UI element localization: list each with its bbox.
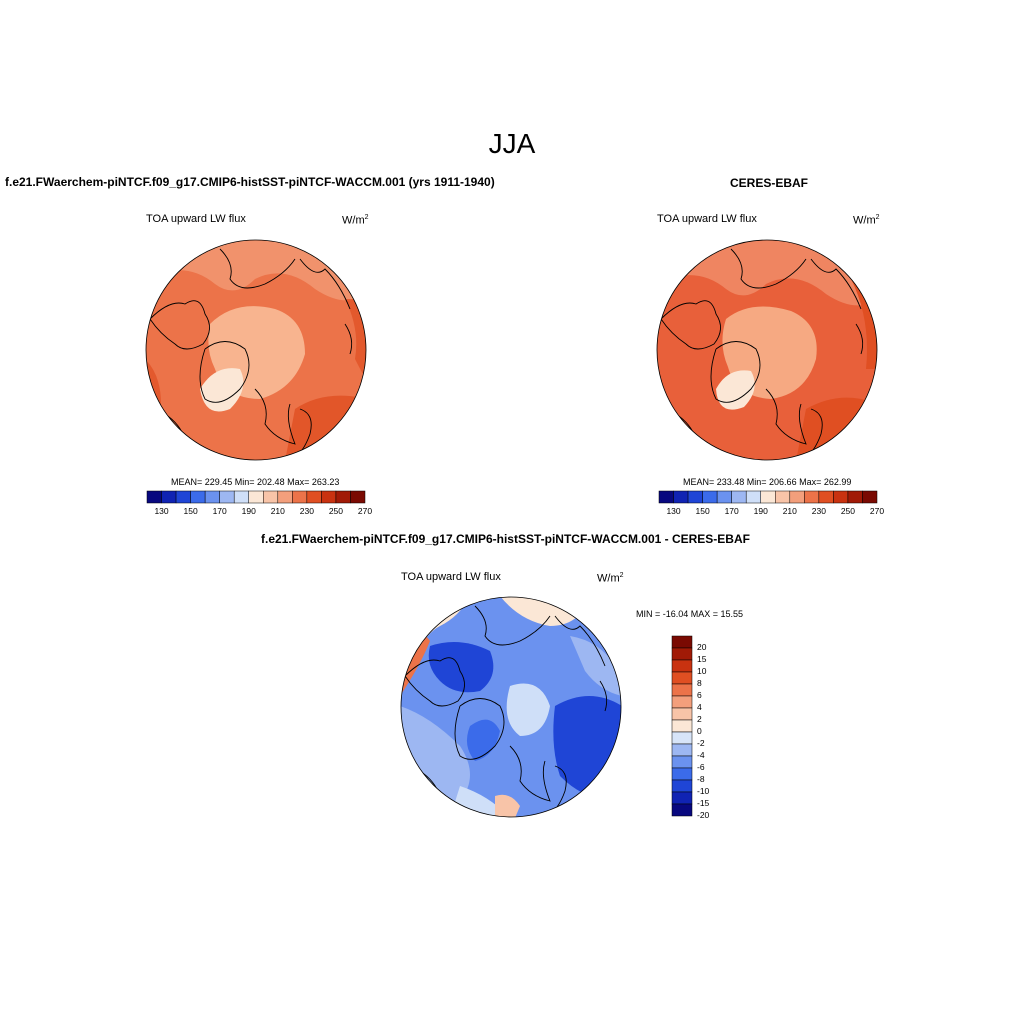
colorbar-tick-label: 170	[212, 506, 227, 516]
colorbar-swatch	[204, 490, 220, 504]
colorbar-swatch	[671, 707, 693, 721]
colorbar-swatch	[233, 490, 249, 504]
panel2-case-title: CERES-EBAF	[730, 176, 809, 190]
panel2-colorbar	[658, 490, 878, 504]
colorbar-swatch	[671, 767, 693, 781]
colorbar-tick-label: 130	[666, 506, 681, 516]
colorbar-swatch	[219, 490, 235, 504]
colorbar-tick-label: -10	[697, 786, 710, 796]
panel3-stats: MIN = -16.04 MAX = 15.55	[636, 609, 744, 619]
colorbar-swatch	[277, 490, 293, 504]
colorbar-swatch	[775, 490, 791, 504]
colorbar-swatch	[833, 490, 849, 504]
colorbar-swatch	[671, 695, 693, 709]
colorbar-swatch	[175, 490, 191, 504]
colorbar-swatch	[671, 683, 693, 697]
panel1-case-title: f.e21.FWaerchem-piNTCF.f09_g17.CMIP6-his…	[5, 175, 495, 189]
colorbar-tick-label: 270	[357, 506, 373, 516]
colorbar-swatch	[731, 490, 747, 504]
page-title: JJA	[488, 128, 536, 159]
colorbar-swatch	[804, 490, 820, 504]
panel3-case-title: f.e21.FWaerchem-piNTCF.f09_g17.CMIP6-his…	[261, 532, 750, 546]
colorbar-swatch	[161, 490, 177, 504]
colorbar-tick-label: 190	[753, 506, 768, 516]
colorbar-swatch	[687, 490, 703, 504]
colorbar-swatch	[671, 719, 693, 733]
colorbar-swatch	[671, 779, 693, 793]
colorbar-tick-label: 10	[697, 666, 707, 676]
colorbar-tick-label: 150	[695, 506, 710, 516]
colorbar-swatch	[789, 490, 805, 504]
colorbar-swatch	[818, 490, 834, 504]
panel2-variable-label: TOA upward LW flux	[657, 213, 757, 225]
colorbar-tick-label: 170	[724, 506, 739, 516]
colorbar-tick-label: 270	[869, 506, 885, 516]
colorbar-tick-label: 250	[840, 506, 856, 516]
panel1-units-label: W/m2	[342, 214, 369, 227]
colorbar-tick-label: 210	[270, 506, 285, 516]
colorbar-swatch	[350, 490, 366, 504]
colorbar-swatch	[671, 647, 693, 661]
colorbar-swatch	[263, 490, 279, 504]
panel1-polar-map	[145, 239, 367, 461]
colorbar-swatch	[847, 490, 863, 504]
colorbar-tick-label: 2	[697, 714, 702, 724]
panel3-colorbar	[671, 635, 693, 817]
panel1-variable-label: TOA upward LW flux	[146, 213, 246, 225]
colorbar-tick-label: -8	[697, 774, 705, 784]
colorbar-swatch	[658, 490, 674, 504]
colorbar-swatch	[671, 791, 693, 805]
panel3-polar-map	[400, 596, 622, 818]
colorbar-swatch	[745, 490, 761, 504]
panel2-stats: MEAN= 233.48 Min= 206.66 Max= 262.99	[683, 477, 852, 487]
colorbar-swatch	[671, 659, 693, 673]
colorbar-tick-label: 150	[183, 506, 198, 516]
panel3-units-label: W/m2	[597, 572, 624, 585]
colorbar-swatch	[702, 490, 718, 504]
colorbar-tick-label: 6	[697, 690, 702, 700]
colorbar-tick-label: -20	[697, 810, 710, 820]
colorbar-tick-label: 210	[782, 506, 797, 516]
panel2-units-label: W/m2	[853, 214, 880, 227]
colorbar-tick-label: 8	[697, 678, 702, 688]
colorbar-swatch	[673, 490, 689, 504]
colorbar-swatch	[671, 731, 693, 745]
colorbar-swatch	[671, 635, 693, 649]
colorbar-swatch	[862, 490, 878, 504]
colorbar-swatch	[292, 490, 308, 504]
colorbar-swatch	[306, 490, 322, 504]
colorbar-tick-label: -15	[697, 798, 710, 808]
colorbar-tick-label: 190	[241, 506, 256, 516]
colorbar-tick-label: 20	[697, 642, 707, 652]
colorbar-tick-label: 250	[328, 506, 344, 516]
colorbar-tick-label: 4	[697, 702, 702, 712]
colorbar-swatch	[321, 490, 337, 504]
colorbar-swatch	[671, 671, 693, 685]
colorbar-tick-label: -6	[697, 762, 705, 772]
colorbar-tick-label: -4	[697, 750, 705, 760]
panel3-variable-label: TOA upward LW flux	[401, 571, 501, 583]
colorbar-tick-label: 230	[811, 506, 826, 516]
colorbar-swatch	[248, 490, 264, 504]
colorbar-tick-label: 15	[697, 654, 707, 664]
colorbar-swatch	[190, 490, 206, 504]
colorbar-swatch	[335, 490, 351, 504]
colorbar-tick-label: -2	[697, 738, 705, 748]
colorbar-swatch	[671, 755, 693, 769]
colorbar-tick-label: 230	[299, 506, 314, 516]
colorbar-swatch	[146, 490, 162, 504]
panel2-polar-map	[656, 239, 878, 461]
panel1-colorbar	[146, 490, 366, 504]
colorbar-swatch	[671, 743, 693, 757]
colorbar-swatch	[671, 803, 693, 817]
colorbar-swatch	[716, 490, 732, 504]
colorbar-tick-label: 0	[697, 726, 702, 736]
colorbar-swatch	[760, 490, 776, 504]
panel1-stats: MEAN= 229.45 Min= 202.48 Max= 263.23	[171, 477, 340, 487]
colorbar-tick-label: 130	[154, 506, 169, 516]
